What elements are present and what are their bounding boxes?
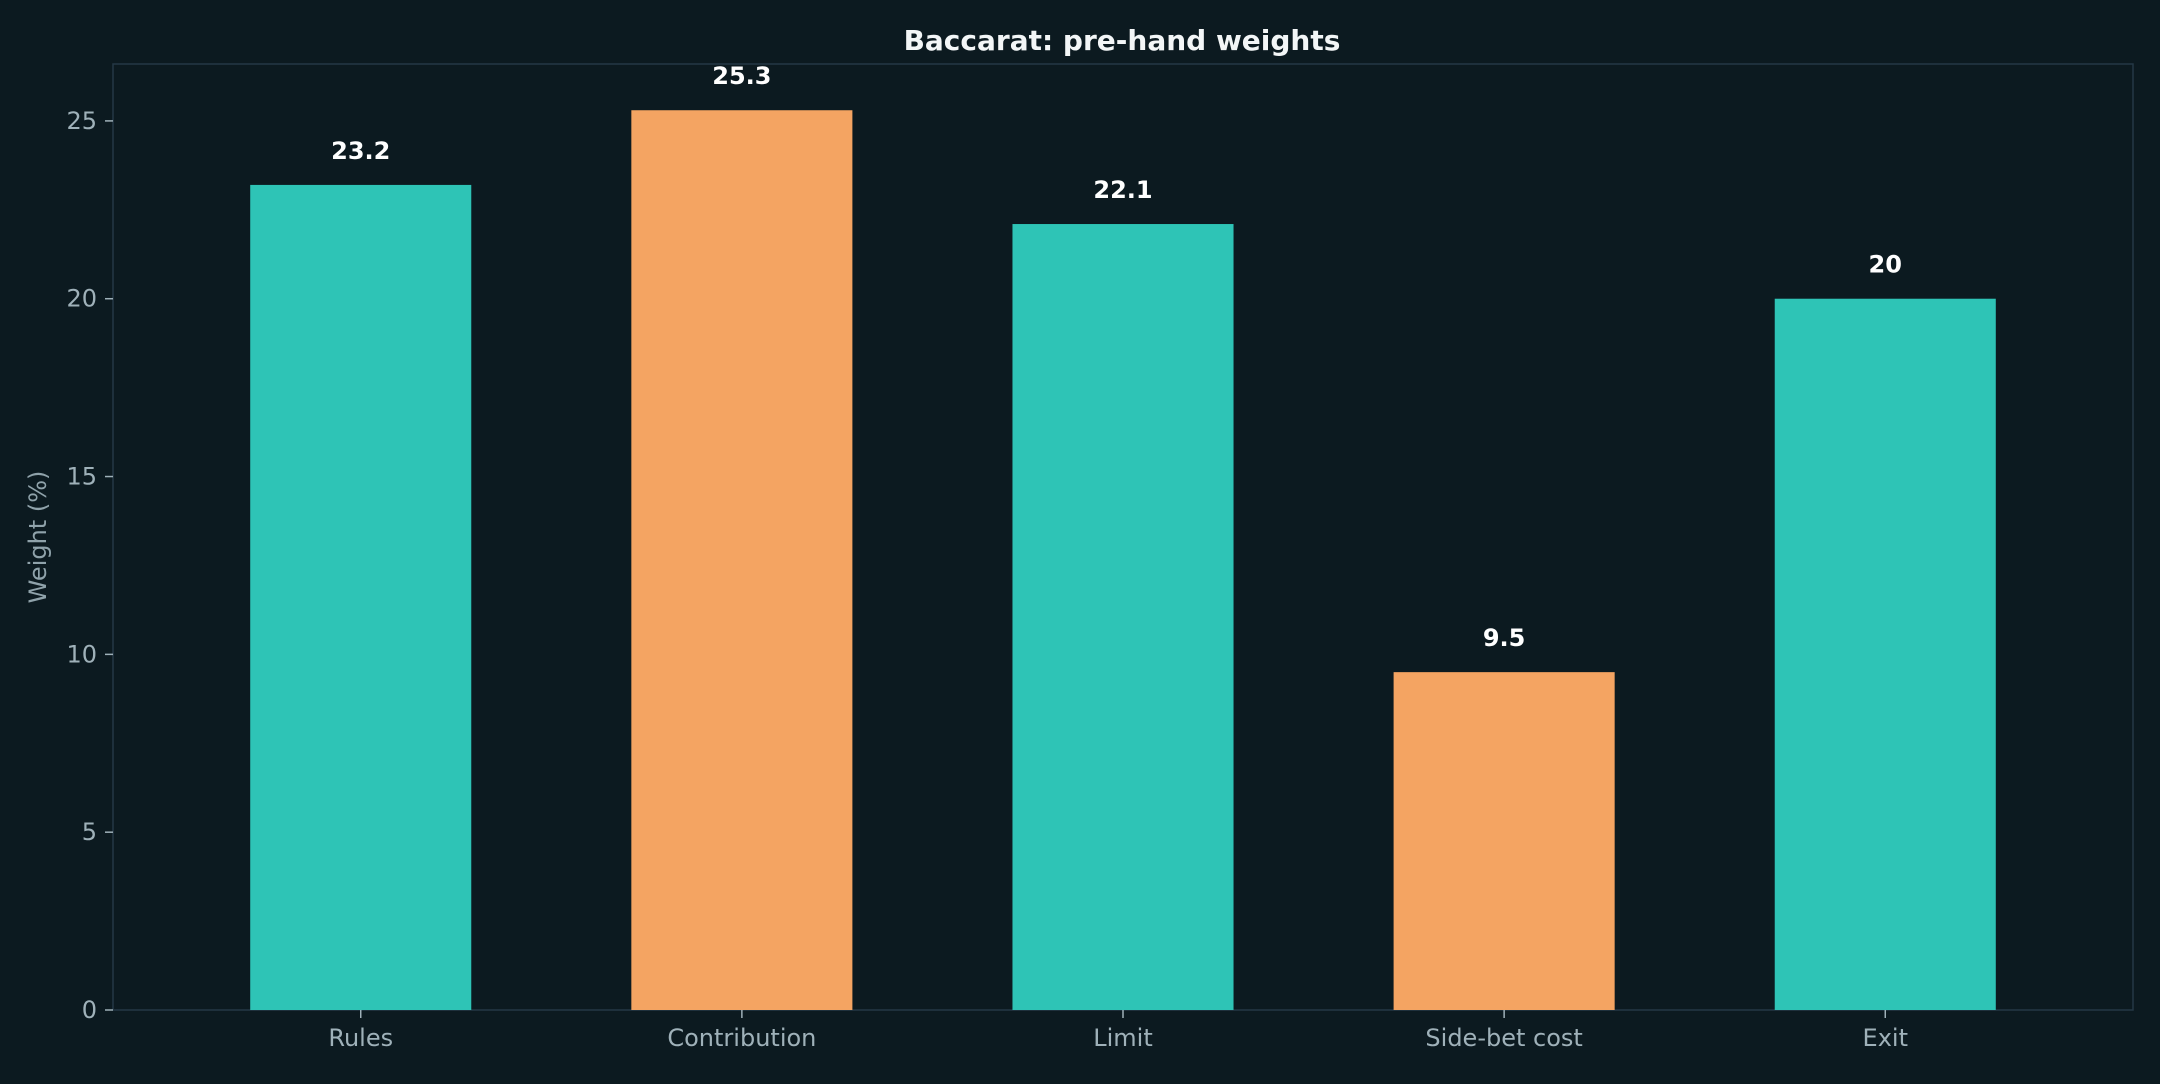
data-labels: 23.2 25.3 22.1 9.5 20 xyxy=(331,62,1902,652)
bar xyxy=(1393,672,1615,1010)
data-label: 23.2 xyxy=(331,137,390,165)
y-tick-label: 0 xyxy=(82,996,97,1024)
x-axis: Rules Contribution Limit Side-bet cost Exit xyxy=(328,1010,1908,1052)
bar xyxy=(1774,298,1996,1010)
bar xyxy=(1012,224,1234,1010)
x-tick-label: Rules xyxy=(328,1024,393,1052)
y-axis: 0 5 10 15 20 25 xyxy=(66,107,113,1024)
data-label: 9.5 xyxy=(1483,624,1526,652)
y-tick-label: 20 xyxy=(66,285,97,313)
y-tick-label: 10 xyxy=(66,640,97,668)
y-axis-label: Weight (%) xyxy=(24,471,52,604)
x-tick-label: Exit xyxy=(1863,1024,1908,1052)
x-tick-label: Side-bet cost xyxy=(1425,1024,1582,1052)
bars xyxy=(250,110,1996,1010)
chart-title: Baccarat: pre-hand weights xyxy=(904,24,1341,57)
data-label: 22.1 xyxy=(1093,176,1152,204)
data-label: 20 xyxy=(1869,251,1902,279)
y-tick-label: 25 xyxy=(66,107,97,135)
bar xyxy=(250,184,472,1010)
x-tick-label: Limit xyxy=(1093,1024,1153,1052)
y-tick-label: 5 xyxy=(82,818,97,846)
y-tick-label: 15 xyxy=(66,463,97,491)
bar xyxy=(631,110,853,1010)
data-label: 25.3 xyxy=(712,62,771,90)
x-tick-label: Contribution xyxy=(667,1024,816,1052)
